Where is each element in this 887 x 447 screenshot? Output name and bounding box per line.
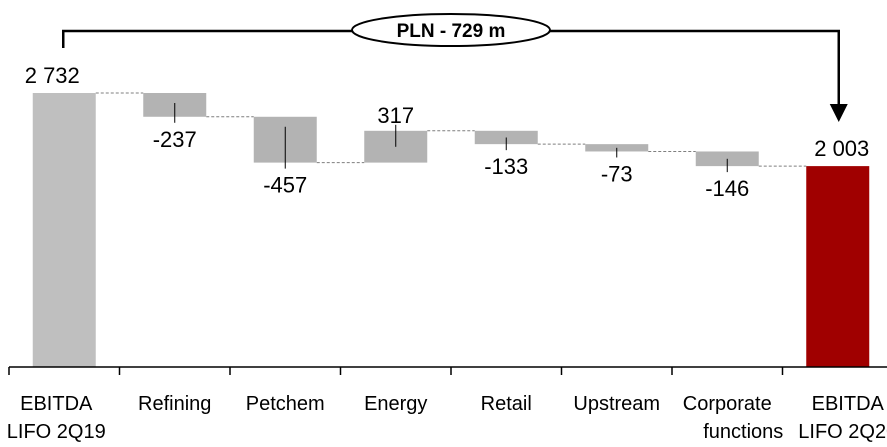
category-label-0-1: LIFO 2Q19 [7,421,106,443]
category-label-7-0: EBITDA [812,393,885,415]
bar-6 [695,151,759,167]
x-axis [8,366,887,375]
value-label-2: -457 [263,173,307,198]
annotation-arrowhead [829,104,848,122]
category-label-6-0: Corporate [683,393,772,415]
annotation-text: PLN - 729 m [397,21,506,42]
value-label-0: 2 732 [25,63,80,88]
category-label-7-1: LIFO 2Q20 [798,421,887,443]
value-label-7: 2 003 [814,136,869,161]
category-label-1-0: Refining [138,393,211,415]
category-label-5-0: Upstream [573,393,660,415]
category-label-6-1: functions [703,421,783,443]
bar-0 [32,93,96,367]
bar-4 [474,130,538,145]
value-label-4: -133 [484,154,528,179]
category-label-4-0: Retail [481,393,532,415]
bar-center-ticks [174,103,728,173]
annotation-oval [351,13,551,47]
category-labels: EBITDA LIFO 2Q19 Refining Petchem Energy Reta… [7,393,887,443]
bar-7 [806,166,870,367]
value-labels: 2 732 -237 -457 317 -133 -73 -146 2 003 [25,63,870,201]
value-label-5: -73 [601,161,633,186]
total-change-annotation: PLN - 729 m [62,13,848,122]
category-label-2-0: Petchem [246,393,325,415]
value-label-3: 317 [377,103,414,128]
category-label-3-0: Energy [364,393,427,415]
value-label-6: -146 [705,176,749,201]
value-label-1: -237 [153,127,197,152]
category-label-0-0: EBITDA [20,393,93,415]
connector-lines [95,92,807,167]
